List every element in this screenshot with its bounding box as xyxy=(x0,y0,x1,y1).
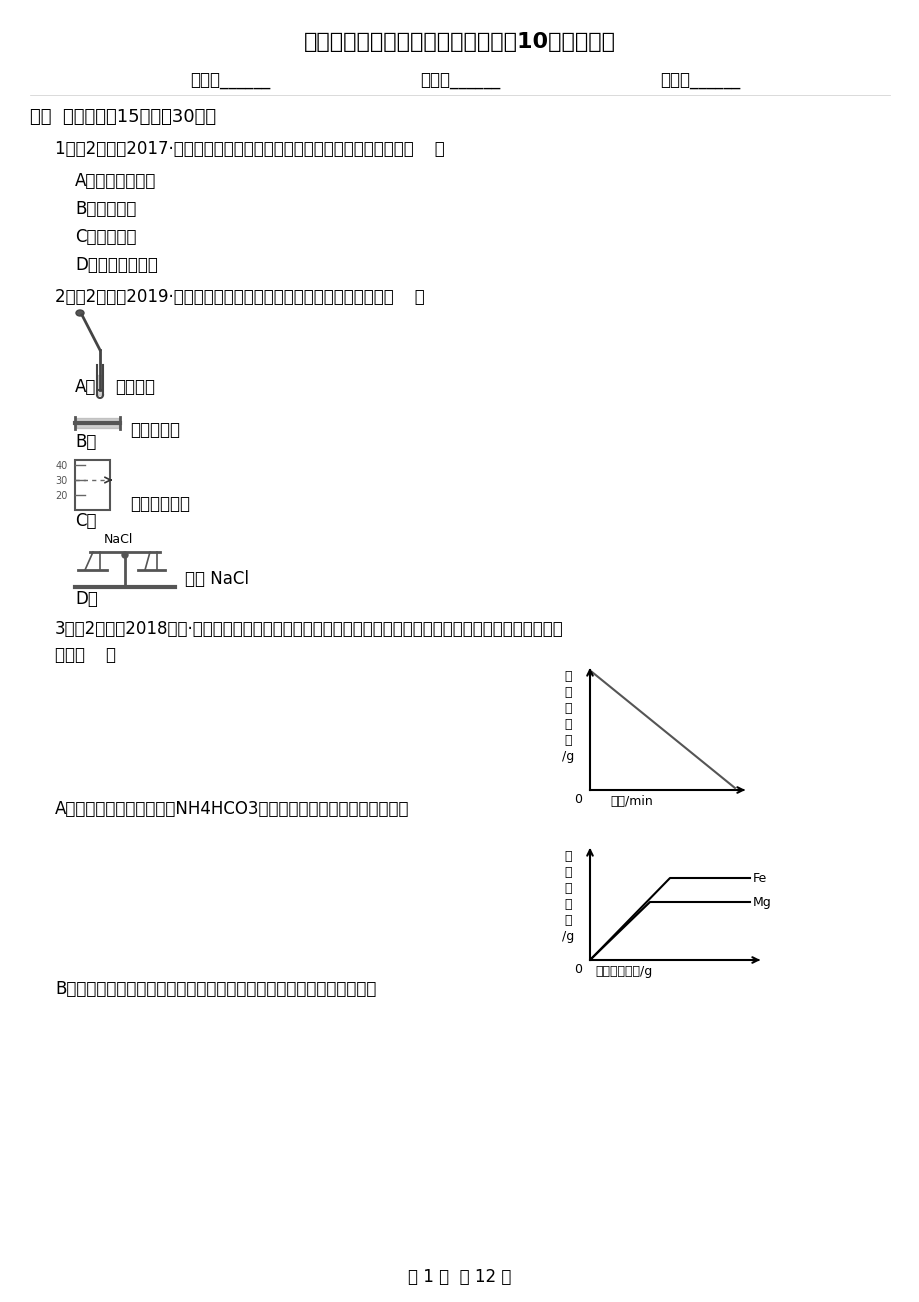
Text: 加固体药品: 加固体药品 xyxy=(130,421,180,439)
Text: 的: 的 xyxy=(563,881,571,894)
Text: 稀硫酸的质量/g: 稀硫酸的质量/g xyxy=(595,965,652,978)
Text: 0: 0 xyxy=(573,793,582,806)
Text: 量: 量 xyxy=(563,734,571,747)
Ellipse shape xyxy=(76,310,84,316)
Text: 3．（2分）（2018九上·汇川期末）下列四个坐标示意图分别表示四个实验过程中的某些变化情况，其中错误: 3．（2分）（2018九上·汇川期末）下列四个坐标示意图分别表示四个实验过程中的… xyxy=(55,620,563,638)
Text: 2．（2分）（2019·晋江模拟）如下图所示的实验操作中，正确的是（    ）: 2．（2分）（2019·晋江模拟）如下图所示的实验操作中，正确的是（ ） xyxy=(55,288,425,306)
Text: D．: D． xyxy=(75,590,97,608)
Text: 体: 体 xyxy=(563,686,571,699)
Text: 质: 质 xyxy=(563,898,571,911)
Text: A．木材制成桌椅: A．木材制成桌椅 xyxy=(75,172,156,190)
Text: Mg: Mg xyxy=(752,896,771,909)
Text: /g: /g xyxy=(562,930,573,943)
Text: 20: 20 xyxy=(55,491,68,501)
Text: 第 1 页  共 12 页: 第 1 页 共 12 页 xyxy=(408,1268,511,1286)
Text: A．加热一定量碳酸氢铵（NH4HCO3）的实验，试管中固体的质量变化: A．加热一定量碳酸氢铵（NH4HCO3）的实验，试管中固体的质量变化 xyxy=(55,799,409,818)
Text: 30: 30 xyxy=(56,477,68,486)
Text: 氢: 氢 xyxy=(563,850,571,863)
Text: 的: 的 xyxy=(563,702,571,715)
Text: 0: 0 xyxy=(573,963,582,976)
Circle shape xyxy=(122,552,128,559)
Text: A．: A． xyxy=(75,378,96,396)
Text: NaCl: NaCl xyxy=(103,533,132,546)
Text: C．: C． xyxy=(75,512,96,530)
Text: C．蔗糖熔化: C．蔗糖熔化 xyxy=(75,228,136,246)
Text: 质: 质 xyxy=(563,717,571,730)
Text: B．等质量的镁条和铁丝分别与足量的稀硫酸反应，产生气体的质量变化: B．等质量的镁条和铁丝分别与足量的稀硫酸反应，产生气体的质量变化 xyxy=(55,980,376,999)
Text: 固: 固 xyxy=(563,671,571,684)
Text: 称量 NaCl: 称量 NaCl xyxy=(185,570,249,589)
Text: 黑龙江省牡丹江市九年级上学期化学10月月考试卷: 黑龙江省牡丹江市九年级上学期化学10月月考试卷 xyxy=(303,33,616,52)
Text: 量取液体体积: 量取液体体积 xyxy=(130,495,190,513)
Text: 40: 40 xyxy=(56,461,68,471)
Text: D．冬天窗花形成: D．冬天窗花形成 xyxy=(75,256,158,273)
Text: 一、  单选题（共15题；共30分）: 一、 单选题（共15题；共30分） xyxy=(30,108,216,126)
Text: 时间/min: 时间/min xyxy=(609,796,652,809)
Text: 1．（2分）（2017·平南模拟）下列有关物质的变化中属于化学变化的是（    ）: 1．（2分）（2017·平南模拟）下列有关物质的变化中属于化学变化的是（ ） xyxy=(55,141,444,158)
Text: 的是（    ）: 的是（ ） xyxy=(55,646,116,664)
Text: 气: 气 xyxy=(563,866,571,879)
Text: 班级：______: 班级：______ xyxy=(420,72,500,90)
Text: 成绩：______: 成绩：______ xyxy=(659,72,740,90)
Text: Fe: Fe xyxy=(752,872,766,885)
Bar xyxy=(75,460,110,510)
Text: 姓名：______: 姓名：______ xyxy=(190,72,270,90)
Text: B．食物腐烂: B．食物腐烂 xyxy=(75,201,136,217)
Text: B．: B． xyxy=(75,434,96,450)
Text: 滴加液体: 滴加液体 xyxy=(115,378,154,396)
Text: /g: /g xyxy=(562,750,573,763)
Text: 量: 量 xyxy=(563,914,571,927)
